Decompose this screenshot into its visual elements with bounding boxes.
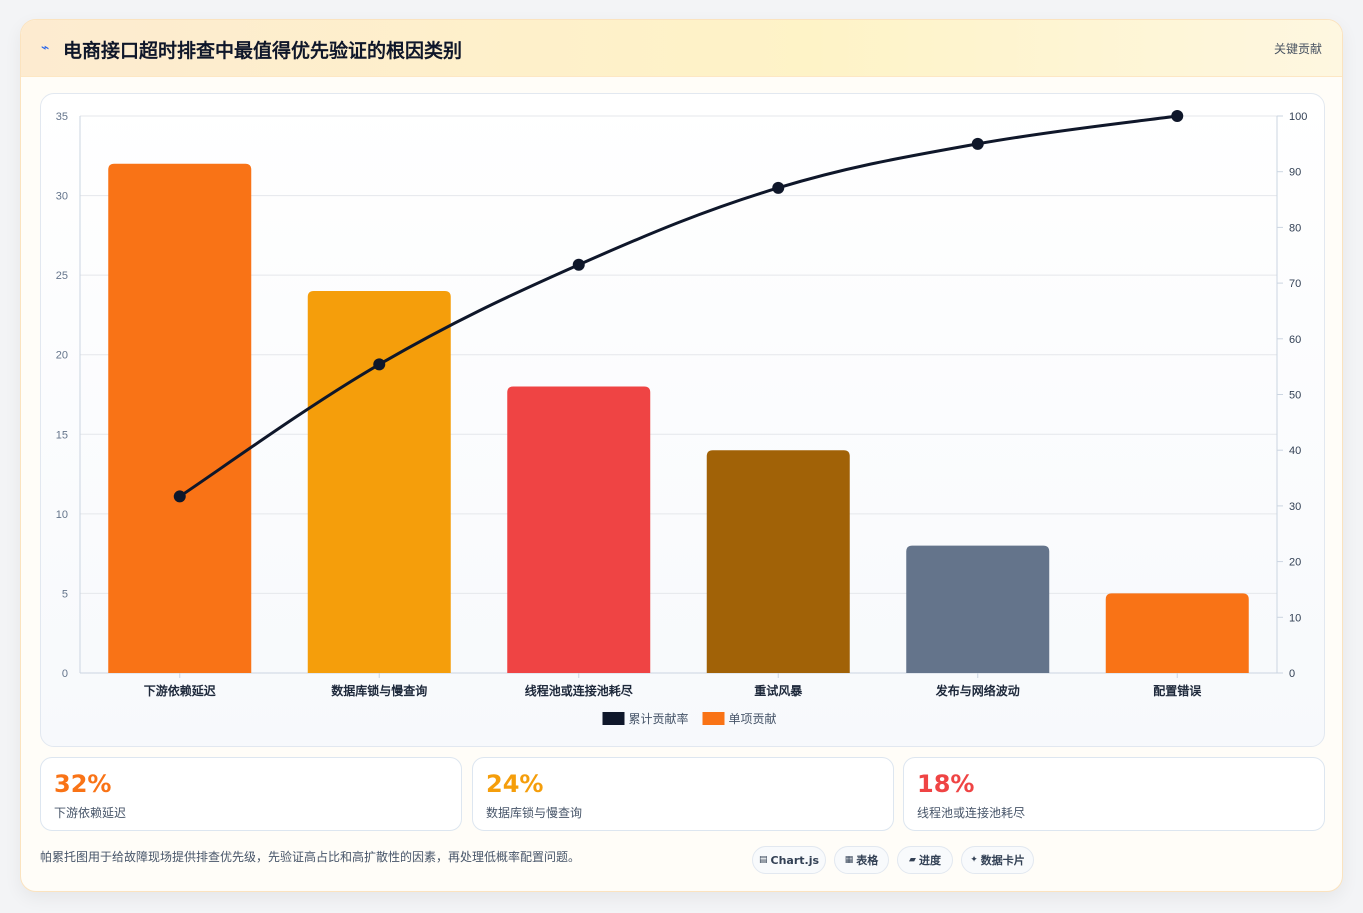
y-tick-label: 25 bbox=[56, 270, 68, 282]
y2-tick-label: 60 bbox=[1289, 334, 1301, 346]
chart-panel: 0 5 10 15 20 25 30 35 0 10 20 30 40 50 60 70 80 90 100 下游依赖… bbox=[40, 93, 1325, 747]
y-tick-label: 10 bbox=[56, 509, 68, 521]
card-icon: ✦ bbox=[970, 855, 978, 865]
progress-icon: ▰ bbox=[909, 855, 916, 865]
card-header: ⌁ 电商接口超时排查中最值得优先验证的根因类别 关键贡献 bbox=[21, 20, 1342, 77]
pill-label: 数据卡片 bbox=[980, 854, 1025, 867]
legend-label: 累计贡献率 bbox=[629, 711, 689, 726]
bolt-icon: ⌁ bbox=[41, 40, 50, 56]
pill-label: 表格 bbox=[856, 854, 879, 867]
table-pill[interactable]: ▦ 表格 bbox=[834, 846, 889, 874]
stat-label: 下游依赖延迟 bbox=[54, 806, 127, 820]
y2-tick-label: 20 bbox=[1289, 557, 1301, 569]
y-tick-label: 15 bbox=[56, 429, 68, 441]
bar bbox=[706, 450, 850, 673]
progress-pill[interactable]: ▰ 进度 bbox=[897, 846, 953, 874]
data-card-pill[interactable]: ✦ 数据卡片 bbox=[961, 846, 1034, 874]
table-icon: ▦ bbox=[844, 855, 854, 865]
y-tick-label: 20 bbox=[56, 350, 68, 362]
bar bbox=[307, 291, 451, 673]
x-tick-label: 配置错误 bbox=[1153, 683, 1202, 698]
bar bbox=[507, 386, 651, 673]
cumulative-line bbox=[178, 114, 1178, 498]
stat-value: 32% bbox=[54, 770, 112, 798]
footer-note: 帕累托图用于给故障现场提供排查优先级，先验证高占比和高扩散性的因素，再处理低概率… bbox=[40, 850, 581, 864]
x-tick-label: 下游依赖延迟 bbox=[144, 683, 216, 698]
main-card: ⌁ 电商接口超时排查中最值得优先验证的根因类别 关键贡献 0 5 10 15 20 25 3… bbox=[20, 19, 1343, 892]
x-tick-label: 发布与网络波动 bbox=[935, 683, 1020, 698]
y2-tick-label: 100 bbox=[1289, 111, 1307, 123]
pill-label: 进度 bbox=[918, 854, 941, 867]
stat-label: 线程池或连接池耗尽 bbox=[917, 806, 1026, 820]
y2-tick-label: 80 bbox=[1289, 222, 1301, 234]
pill-label: Chart.js bbox=[770, 853, 820, 867]
y2-tick-label: 0 bbox=[1289, 668, 1295, 680]
y-tick-label: 0 bbox=[62, 668, 68, 680]
chartjs-pill[interactable]: ▤ Chart.js bbox=[752, 846, 826, 874]
y2-tick-label: 30 bbox=[1289, 501, 1301, 513]
stat-value: 24% bbox=[486, 770, 544, 798]
y-tick-label: 35 bbox=[56, 111, 68, 123]
legend-swatch bbox=[702, 712, 725, 725]
cumulative-point bbox=[373, 358, 386, 371]
chart-icon: ▤ bbox=[758, 855, 768, 865]
x-tick-label: 重试风暴 bbox=[754, 683, 803, 698]
stat-card-2: 24% 数据库锁与慢查询 bbox=[472, 757, 894, 831]
y2-tick-label: 40 bbox=[1289, 445, 1301, 457]
bar bbox=[1105, 593, 1249, 673]
legend-swatch bbox=[602, 712, 625, 725]
page-title: 电商接口超时排查中最值得优先验证的根因类别 bbox=[63, 40, 463, 62]
cumulative-point bbox=[971, 137, 984, 150]
pareto-chart: 0 5 10 15 20 25 30 35 0 10 20 30 40 50 60 70 80 90 100 下游依赖… bbox=[56, 110, 1307, 726]
y2-tick-label: 90 bbox=[1289, 167, 1301, 179]
legend-label: 单项贡献 bbox=[729, 711, 777, 726]
bar bbox=[906, 545, 1050, 673]
y2-tick-label: 10 bbox=[1289, 612, 1301, 624]
stat-value: 18% bbox=[917, 770, 975, 798]
y-tick-label: 30 bbox=[56, 191, 68, 203]
header-tag: 关键贡献 bbox=[1273, 42, 1322, 56]
stat-label: 数据库锁与慢查询 bbox=[486, 806, 583, 820]
stat-card-3: 18% 线程池或连接池耗尽 bbox=[903, 757, 1325, 831]
x-tick-label: 线程池或连接池耗尽 bbox=[525, 683, 634, 698]
cumulative-point bbox=[572, 258, 585, 271]
stat-card-1: 32% 下游依赖延迟 bbox=[40, 757, 462, 831]
y2-tick-label: 70 bbox=[1289, 278, 1301, 290]
x-tick-label: 数据库锁与慢查询 bbox=[331, 683, 427, 698]
cumulative-point bbox=[1171, 110, 1184, 122]
y2-tick-label: 50 bbox=[1289, 390, 1301, 402]
y-tick-label: 5 bbox=[62, 588, 68, 600]
cumulative-point bbox=[173, 490, 186, 503]
bar bbox=[108, 163, 252, 673]
cumulative-point bbox=[772, 181, 785, 194]
